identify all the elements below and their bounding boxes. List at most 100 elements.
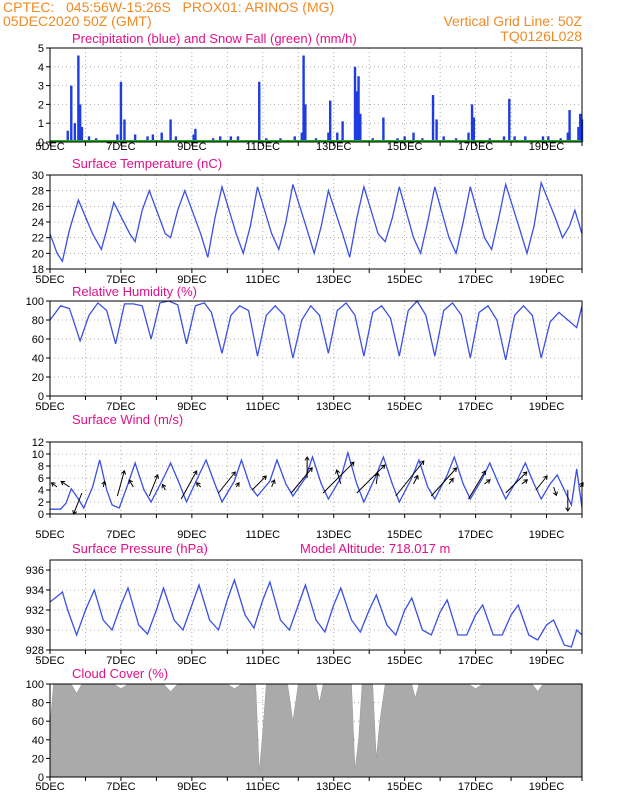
y-tick-label: 8: [38, 461, 44, 473]
wind-vector: [148, 474, 159, 497]
precip-bar: [133, 134, 137, 142]
precip-bar: [547, 136, 550, 142]
x-tick-label: 13DEC: [316, 529, 352, 541]
wind-vector-head: [380, 464, 386, 470]
wind-vector: [553, 486, 557, 496]
precip-bar: [541, 136, 545, 142]
panel-title: Precipitation (blue) and Snow Fall (gree…: [72, 31, 357, 46]
y-tick-label: 20: [32, 372, 44, 384]
wind-vector-head: [154, 474, 159, 480]
precip-bar: [116, 134, 119, 142]
wind-vector-head: [522, 471, 528, 477]
y-tick-label: 22: [32, 233, 44, 245]
series-line: [50, 450, 583, 510]
wind-vector: [356, 464, 386, 494]
wind-vector-head: [304, 456, 310, 461]
x-tick-label: 15DEC: [387, 781, 423, 793]
y-tick-label: 4: [38, 62, 44, 74]
x-tick-label: 11DEC: [245, 655, 280, 667]
wind-vector: [290, 467, 313, 494]
precip-bar: [513, 136, 516, 142]
header-station: CPTEC: 045:56W-15:26S PROX01: ARINOS (MG…: [3, 0, 335, 15]
precip-bar: [442, 136, 445, 142]
precip-bar: [73, 123, 77, 142]
precip-bar: [258, 81, 261, 142]
precip-bar: [151, 134, 155, 142]
precip-bar: [302, 55, 305, 142]
precip-bar: [192, 134, 195, 142]
y-tick-label: 30: [32, 170, 44, 182]
precip-bar: [146, 136, 149, 142]
y-tick-label: 40: [32, 735, 44, 747]
wind-vector: [395, 460, 425, 497]
precip-bar: [123, 119, 126, 142]
x-tick-label: 13DEC: [316, 274, 352, 286]
x-tick-label: 13DEC: [316, 401, 352, 413]
x-tick-label: 7DEC: [106, 655, 135, 667]
wind-vector-head: [565, 507, 571, 512]
x-tick-label: 5DEC: [35, 655, 64, 667]
precip-bar: [566, 132, 570, 142]
wind-vector: [251, 475, 267, 491]
wind-vector: [51, 482, 58, 488]
x-tick-label: 15DEC: [387, 274, 423, 286]
x-tick-label: 11DEC: [245, 401, 280, 413]
panel-title: Relative Humidity (%): [72, 284, 197, 299]
x-tick-label: 17DEC: [458, 141, 494, 153]
wind-vector-head: [349, 461, 355, 467]
wind-vector: [271, 479, 275, 488]
panel-title: Surface Temperature (nC): [72, 156, 222, 171]
wind-vector: [521, 479, 528, 485]
x-tick-label: 9DEC: [177, 781, 206, 793]
precip-bar: [327, 132, 330, 142]
x-tick-label: 15DEC: [387, 655, 423, 667]
precip-bar: [431, 95, 435, 142]
wind-vector-head: [335, 469, 340, 474]
precip-bar: [353, 66, 357, 142]
x-tick-label: 13DEC: [316, 781, 352, 793]
wind-vector-head: [235, 482, 240, 487]
wind-vector-head: [481, 470, 486, 476]
wind-vector: [218, 471, 236, 494]
wind-vector: [196, 482, 202, 488]
header-grid-line: Vertical Grid Line: 50Z: [443, 13, 582, 29]
y-tick-label: 3: [38, 81, 44, 93]
panel-frame: [49, 300, 583, 397]
x-tick-label: 17DEC: [458, 781, 494, 793]
x-tick-label: 5DEC: [35, 529, 64, 541]
y-tick-label: 100: [26, 296, 44, 308]
series-line: [49, 577, 583, 648]
header-run-date: 05DEC2020 50Z (GMT): [3, 13, 152, 29]
precip-bar: [160, 132, 163, 142]
precip-bar: [300, 132, 304, 142]
precip-bar: [229, 136, 233, 142]
y-tick-label: 10: [32, 449, 44, 461]
wind-vector: [535, 475, 548, 491]
x-tick-label: 13DEC: [316, 655, 352, 667]
y-tick-label: 12: [32, 437, 44, 449]
wind-vector-head: [486, 479, 491, 484]
y-tick-label: 0: [38, 509, 44, 521]
precip-bar: [236, 136, 240, 142]
y-tick-label: 930: [26, 625, 44, 637]
precip-bar: [80, 126, 84, 142]
y-tick-label: 6: [38, 473, 44, 485]
y-tick-label: 0: [38, 391, 44, 403]
y-tick-label: 936: [26, 565, 44, 577]
precip-bar: [304, 104, 307, 142]
wind-vector-head: [449, 477, 454, 483]
precip-bar: [70, 85, 73, 142]
y-tick-label: 28: [32, 186, 44, 198]
panel-frame: [49, 559, 583, 651]
x-tick-label: 15DEC: [387, 141, 423, 153]
precip-bar: [77, 55, 80, 142]
y-tick-label: 80: [32, 698, 44, 710]
panel-frame: [49, 683, 583, 778]
series-line: [49, 299, 583, 361]
wind-vector-head: [60, 480, 66, 486]
x-tick-label: 19DEC: [529, 655, 565, 667]
precip-bar: [412, 132, 415, 142]
y-tick-label: 1: [38, 118, 44, 130]
x-tick-label: 5DEC: [35, 781, 64, 793]
